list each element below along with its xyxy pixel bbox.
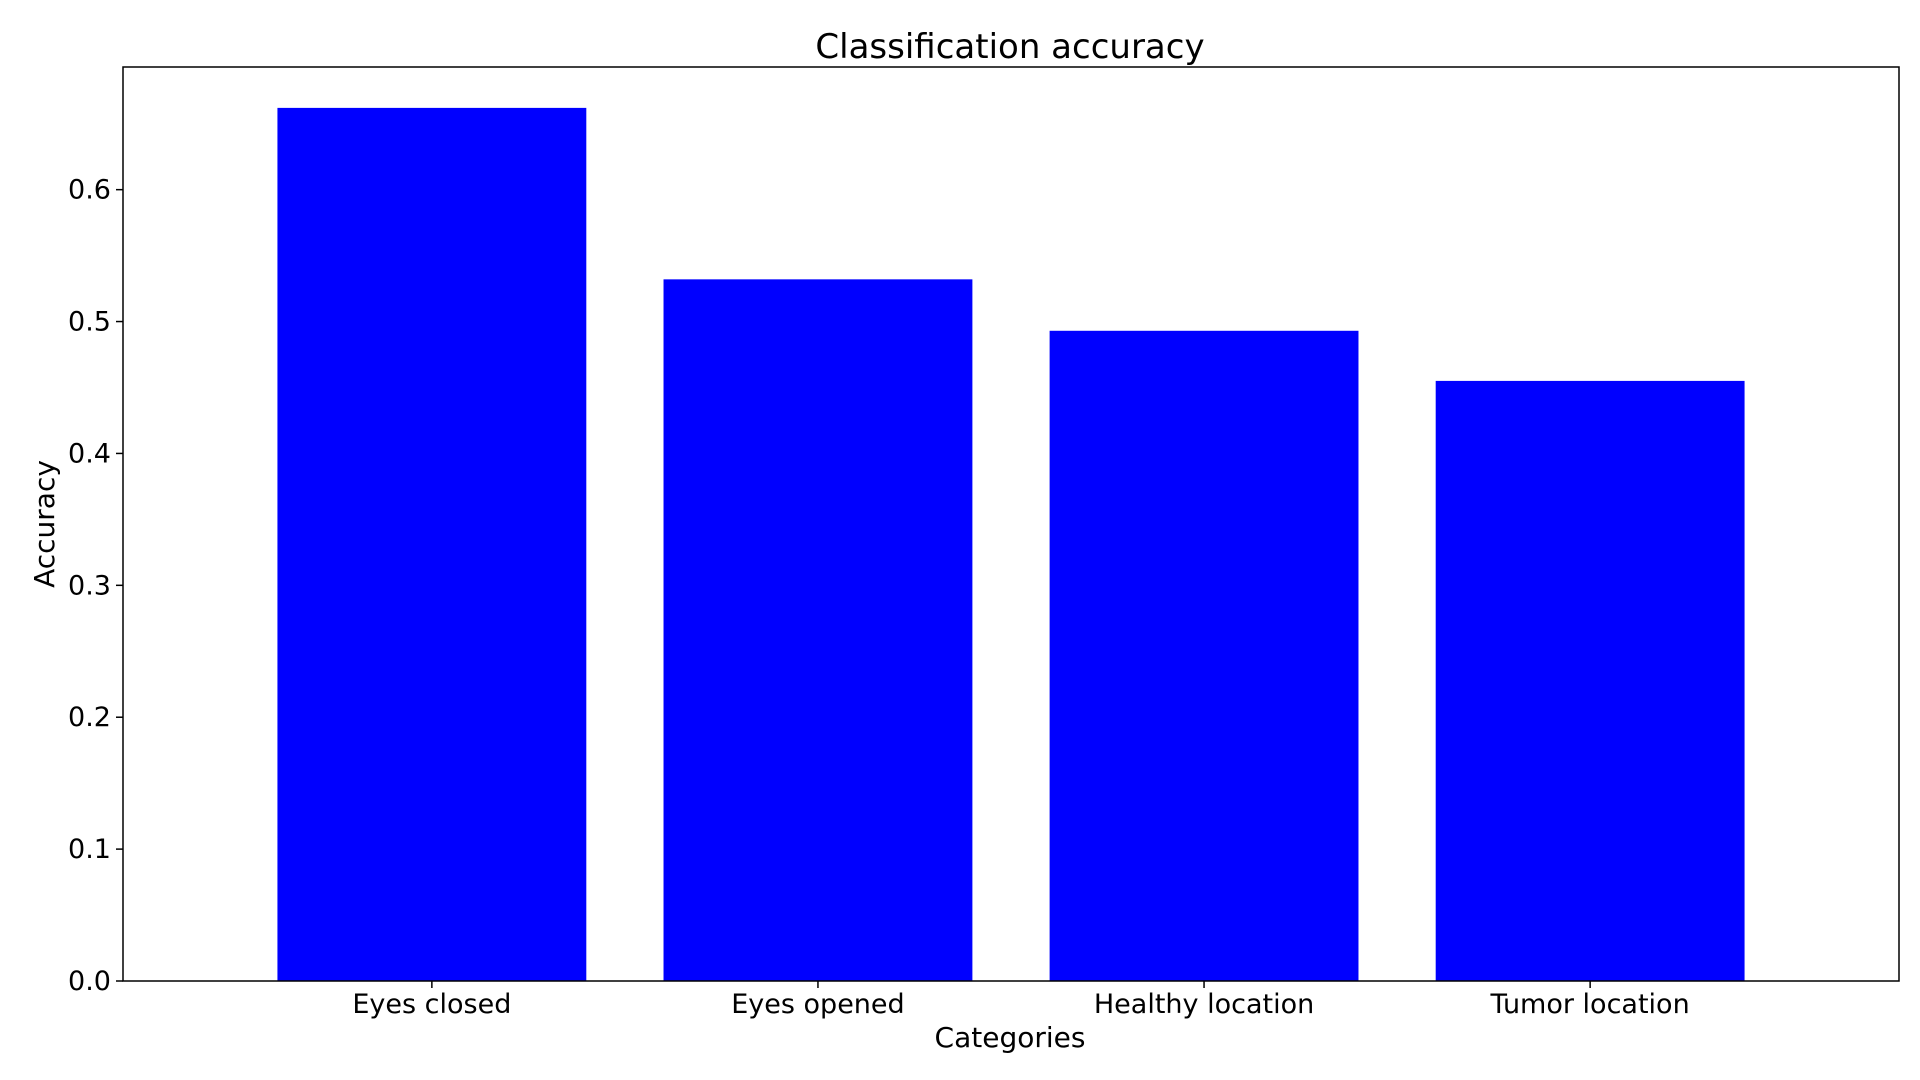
bars-group [277,107,1745,982]
bar-tumor-location [1435,380,1745,981]
x-axis-ticks: Eyes closed Eyes opened Healthy location Tu… [352,981,1690,1020]
y-axis-label: Accuracy [28,460,61,588]
y-tick-label: 0.2 [68,702,111,733]
y-tick-label: 0.0 [68,966,111,997]
y-tick-label: 0.4 [68,438,111,469]
bar-eyes-opened [663,279,973,981]
chart-title: Classification accuracy [815,27,1204,67]
y-tick-label: 0.1 [68,834,111,865]
x-tick-label: Healthy location [1094,989,1314,1020]
x-tick-label: Eyes closed [352,989,511,1020]
x-tick-label: Tumor location [1490,989,1690,1020]
y-tick-label: 0.6 [68,175,111,206]
y-tick-label: 0.5 [68,307,111,338]
y-tick-label: 0.3 [68,570,111,601]
bar-eyes-closed [277,107,587,982]
y-axis-ticks: 0.0 0.1 0.2 0.3 0.4 0.5 0.6 [68,175,123,997]
x-tick-label: Eyes opened [731,989,904,1020]
x-axis-label: Categories [935,1021,1086,1054]
plot-frame [122,66,1900,982]
bar-healthy-location [1049,330,1359,982]
